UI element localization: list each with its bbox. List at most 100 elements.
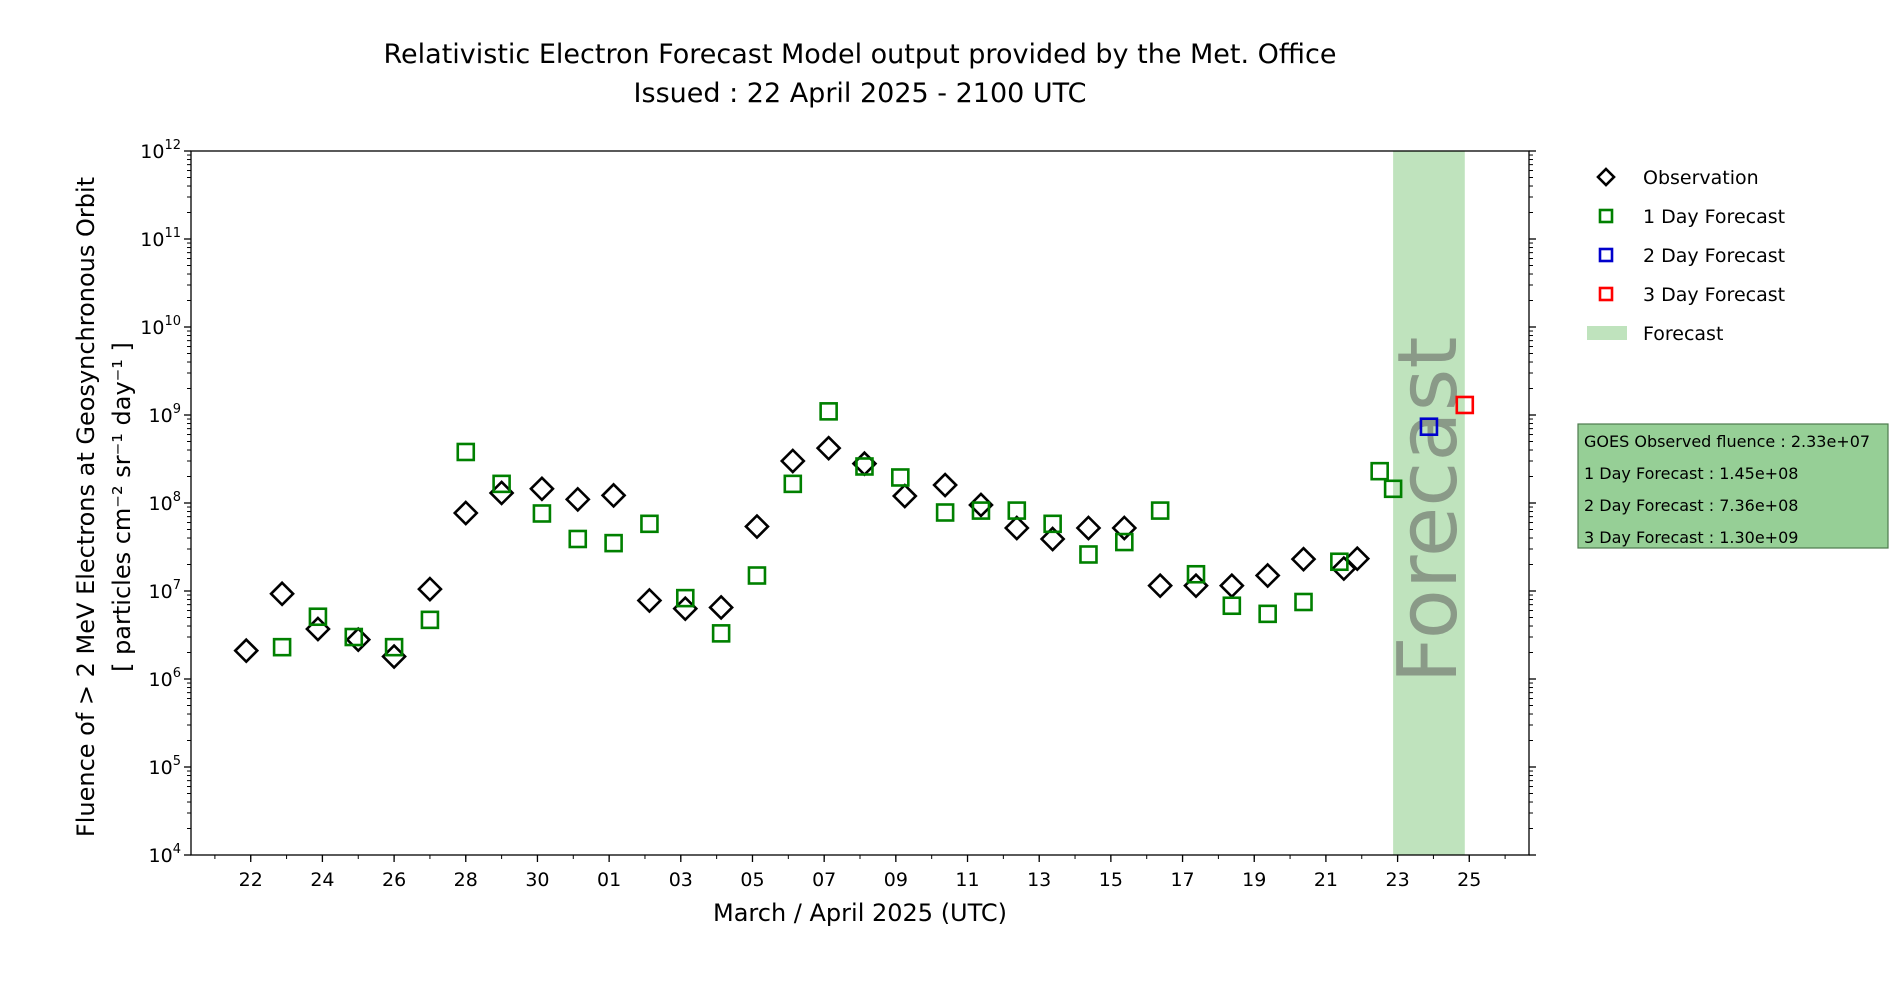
x-tick-label: 23 bbox=[1385, 869, 1409, 891]
y-tick-label: 107 bbox=[149, 578, 181, 603]
x-tick-label: 25 bbox=[1457, 869, 1481, 891]
1-day-forecast-point bbox=[1186, 564, 1206, 584]
2-day-forecast-point bbox=[1419, 417, 1439, 437]
3-day-forecast-point bbox=[1455, 395, 1475, 415]
1-day-forecast-point bbox=[568, 529, 588, 549]
1-day-forecast-point bbox=[420, 610, 440, 630]
1-day-forecast-point bbox=[1043, 514, 1062, 534]
observation-point bbox=[452, 500, 479, 526]
legend-label: Forecast bbox=[1643, 323, 1723, 345]
1-day-forecast-point bbox=[1115, 532, 1134, 552]
observation-point bbox=[1075, 515, 1102, 541]
1-day-forecast-point bbox=[272, 637, 292, 657]
observation-point bbox=[1254, 562, 1281, 589]
info-box-background bbox=[1577, 423, 1889, 549]
info-box-line: 1 Day Forecast : 1.45e+08 bbox=[1584, 464, 1798, 483]
1-day-forecast-point bbox=[1294, 592, 1313, 612]
y-tick-label: 106 bbox=[149, 666, 181, 691]
x-tick-label: 07 bbox=[812, 869, 836, 891]
1-day-forecast-point bbox=[1370, 461, 1389, 481]
x-tick-label: 28 bbox=[454, 869, 478, 891]
y-tick-label: 1011 bbox=[140, 226, 181, 251]
legend-square-swatch bbox=[1598, 247, 1614, 263]
y-axis-label-group: Fluence of > 2 MeV Electrons at Geosynch… bbox=[72, 177, 136, 837]
y-tick-label: 1012 bbox=[140, 138, 181, 163]
1-day-forecast-point bbox=[855, 457, 874, 476]
y-axis-ticks: 104 105 106 107 108 109 1010 1011 1012 bbox=[140, 138, 1536, 867]
x-tick-label: 09 bbox=[884, 869, 908, 891]
observation-point bbox=[636, 587, 663, 614]
x-tick-label: 19 bbox=[1242, 869, 1266, 891]
observation-point bbox=[1003, 515, 1030, 541]
1-day-forecast-point bbox=[384, 637, 404, 657]
observation-point bbox=[932, 472, 958, 498]
plot-area: Forecast 22 24 26 28 30 01 03 05 07 09 11 13 15 17 19 2… bbox=[140, 138, 1536, 891]
chart-title: Relativistic Electron Forecast Model out… bbox=[384, 39, 1337, 70]
1-day-forecast-point bbox=[1150, 501, 1170, 520]
1-day-forecast-point bbox=[747, 566, 767, 585]
chart-subtitle: Issued : 22 April 2025 - 2100 UTC bbox=[634, 78, 1087, 109]
1-day-forecast-point bbox=[492, 474, 511, 494]
legend-label: 3 Day Forecast bbox=[1643, 284, 1785, 306]
1-day-forecast-point bbox=[783, 474, 803, 494]
observation-point bbox=[1147, 572, 1173, 599]
x-tick-label: 26 bbox=[382, 869, 406, 891]
y-tick-label: 1010 bbox=[140, 314, 181, 339]
observation-point bbox=[815, 435, 842, 461]
x-tick-label: 24 bbox=[310, 869, 334, 891]
y-tick-label: 104 bbox=[149, 842, 181, 867]
info-box: GOES Observed fluence : 2.33e+07 1 Day Fo… bbox=[1577, 423, 1889, 549]
data-markers bbox=[233, 395, 1475, 670]
y-tick-label: 108 bbox=[149, 490, 181, 515]
x-tick-label: 01 bbox=[597, 869, 621, 891]
observation-point bbox=[779, 448, 806, 474]
y-tick-label: 105 bbox=[149, 754, 181, 779]
x-tick-label: 03 bbox=[669, 869, 693, 891]
legend: Observation 1 Day Forecast 2 Day Forecast 3… bbox=[1587, 167, 1785, 345]
info-box-line: 2 Day Forecast : 7.36e+08 bbox=[1584, 496, 1798, 515]
1-day-forecast-point bbox=[935, 503, 955, 522]
legend-label: 2 Day Forecast bbox=[1643, 245, 1785, 267]
forecast-band bbox=[1393, 151, 1465, 855]
observation-point bbox=[891, 483, 918, 509]
x-axis-label: March / April 2025 (UTC) bbox=[713, 899, 1007, 927]
observation-point bbox=[1039, 526, 1066, 552]
info-box-line: 3 Day Forecast : 1.30e+09 bbox=[1584, 528, 1798, 547]
1-day-forecast-point bbox=[1383, 479, 1403, 499]
observation-point bbox=[529, 475, 555, 502]
legend-label: Observation bbox=[1643, 167, 1759, 189]
observation-point bbox=[1111, 515, 1138, 541]
1-day-forecast-point bbox=[1079, 545, 1098, 564]
1-day-forecast-point bbox=[819, 402, 838, 421]
x-tick-label: 17 bbox=[1170, 869, 1194, 891]
legend-square-swatch bbox=[1598, 208, 1614, 224]
1-day-forecast-point bbox=[308, 607, 328, 627]
observation-point bbox=[600, 482, 627, 509]
x-tick-label: 15 bbox=[1099, 869, 1123, 891]
plot-frame bbox=[190, 150, 1530, 856]
x-tick-label: 13 bbox=[1027, 869, 1051, 891]
observation-point bbox=[233, 637, 260, 664]
observation-point bbox=[269, 580, 295, 607]
y-axis-label-line2: [ particles cm⁻² sr⁻¹ day⁻¹ ] bbox=[108, 342, 136, 672]
1-day-forecast-point bbox=[456, 442, 476, 462]
1-day-forecast-point bbox=[1258, 604, 1277, 624]
x-tick-label: 21 bbox=[1314, 869, 1338, 891]
x-tick-label: 05 bbox=[740, 869, 764, 891]
info-box-line: GOES Observed fluence : 2.33e+07 bbox=[1584, 432, 1870, 451]
1-day-forecast-point bbox=[640, 514, 659, 534]
x-tick-label: 30 bbox=[525, 869, 549, 891]
1-day-forecast-point bbox=[1222, 596, 1242, 616]
x-axis-ticks: 22 24 26 28 30 01 03 05 07 09 11 13 15 17 19 21 23 25 bbox=[214, 855, 1506, 891]
1-day-forecast-point bbox=[1330, 552, 1349, 572]
legend-band-swatch bbox=[1587, 326, 1627, 340]
observation-point bbox=[708, 594, 734, 621]
1-day-forecast-point bbox=[532, 504, 552, 523]
observation-point bbox=[564, 486, 591, 513]
legend-label: 1 Day Forecast bbox=[1643, 206, 1785, 228]
forecast-band-label: Forecast bbox=[1381, 337, 1476, 684]
legend-square-swatch bbox=[1598, 286, 1614, 302]
forecast-band-layer: Forecast bbox=[1381, 151, 1476, 855]
1-day-forecast-point bbox=[675, 588, 695, 608]
